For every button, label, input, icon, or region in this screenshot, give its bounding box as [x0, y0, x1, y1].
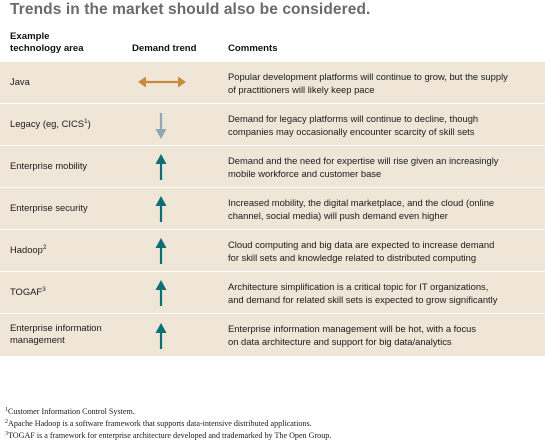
- up-arrow-icon: [155, 196, 167, 222]
- row-area: TOGAF3: [10, 286, 120, 298]
- comment-line-2: of practitioners will likely keep pace: [228, 84, 375, 95]
- area-label: Java: [10, 76, 30, 87]
- table-row-enterprise-information-management: Enterprise information management Enterp…: [0, 313, 545, 356]
- footnote-number: 3: [5, 431, 8, 437]
- area-label-line-2: management: [10, 334, 65, 345]
- row-area: Enterprise security: [10, 202, 120, 214]
- table-row-enterprise-mobility: Enterprise mobility Demand and the need …: [0, 145, 545, 187]
- comment-line-1: Demand and the need for expertise will r…: [228, 155, 499, 166]
- header-area-line1: Example: [10, 31, 50, 42]
- row-comment: Demand and the need for expertise will r…: [228, 154, 540, 180]
- footnote-3: 3TOGAF is a framework for enterprise arc…: [5, 431, 331, 441]
- footnote-number: 2: [5, 419, 8, 425]
- header-comments: Comments: [228, 43, 278, 54]
- comment-line-2: on data architecture and support for big…: [228, 336, 452, 347]
- comment-line-1: Architecture simplification is a critica…: [228, 281, 489, 292]
- flat-arrow-icon: [138, 76, 186, 88]
- area-footnote-ref: 2: [42, 244, 47, 251]
- footnote-text: Apache Hadoop is a software framework th…: [8, 419, 312, 428]
- comment-line-2: for skill sets and knowledge related to …: [228, 252, 477, 263]
- row-area: Hadoop2: [10, 244, 120, 256]
- area-label: Enterprise security: [10, 202, 88, 213]
- area-footnote-ref: 1: [84, 118, 88, 125]
- footnote-1: 1Customer Information Control System.: [5, 407, 135, 417]
- row-comment: Cloud computing and big data are expecte…: [228, 238, 540, 264]
- comment-line-2: mobile workforce and customer base: [228, 168, 382, 179]
- row-comment: Demand for legacy platforms will continu…: [228, 112, 540, 138]
- row-area: Legacy (eg, CICS1): [10, 118, 120, 130]
- area-label-tail: ): [87, 118, 91, 129]
- comment-line-2: companies may occasionally encounter sca…: [228, 126, 475, 137]
- comment-line-2: channel, social media) will push demand …: [228, 210, 448, 221]
- up-arrow-icon: [155, 238, 167, 264]
- comment-line-1: Increased mobility, the digital marketpl…: [228, 197, 495, 208]
- area-label: Enterprise information: [10, 322, 102, 333]
- area-label: Hadoop: [10, 244, 43, 255]
- header-demand-trend: Demand trend: [132, 43, 197, 54]
- comment-line-1: Cloud computing and big data are expecte…: [228, 239, 495, 250]
- row-comment: Popular development platforms will conti…: [228, 70, 540, 96]
- table-row-hadoop: Hadoop2 Cloud computing and big data are…: [0, 229, 545, 271]
- row-comment: Architecture simplification is a critica…: [228, 280, 540, 306]
- row-comment: Increased mobility, the digital marketpl…: [228, 196, 540, 222]
- down-arrow-icon: [155, 113, 167, 139]
- header-area-line2: technology area: [10, 43, 84, 54]
- table-row-legacy: Legacy (eg, CICS1) Demand for legacy pla…: [0, 103, 545, 145]
- comment-line-1: Popular development platforms will conti…: [228, 71, 508, 82]
- footnote-2: 2Apache Hadoop is a software framework t…: [5, 419, 312, 429]
- footnote-number: 1: [5, 407, 8, 413]
- area-label: Legacy (eg, CICS: [10, 118, 84, 129]
- area-label: TOGAF: [10, 286, 43, 297]
- row-comment: Enterprise information management will b…: [228, 322, 540, 348]
- page-title: Trends in the market should also be cons…: [10, 1, 371, 18]
- row-area: Enterprise mobility: [10, 160, 120, 172]
- footnote-text: Customer Information Control System.: [8, 407, 135, 416]
- up-arrow-icon: [155, 154, 167, 180]
- comment-line-2: and demand for related skill sets is exp…: [228, 294, 498, 305]
- area-footnote-ref: 3: [42, 286, 46, 293]
- comment-line-1: Demand for legacy platforms will continu…: [228, 113, 479, 124]
- footnote-text: TOGAF is a framework for enterprise arch…: [8, 431, 332, 440]
- up-arrow-icon: [155, 323, 167, 349]
- row-area: Enterprise information management: [10, 322, 120, 346]
- table-row-togaf: TOGAF3 Architecture simplification is a …: [0, 271, 545, 313]
- row-area: Java: [10, 76, 120, 88]
- header-technology-area: Example technology area: [10, 31, 84, 55]
- comment-line-1: Enterprise information management will b…: [228, 323, 477, 334]
- table-row-enterprise-security: Enterprise security Increased mobility, …: [0, 187, 545, 229]
- up-arrow-icon: [155, 280, 167, 306]
- table-row-java: Java Popular development platforms will …: [0, 61, 545, 103]
- area-label: Enterprise mobility: [10, 160, 88, 171]
